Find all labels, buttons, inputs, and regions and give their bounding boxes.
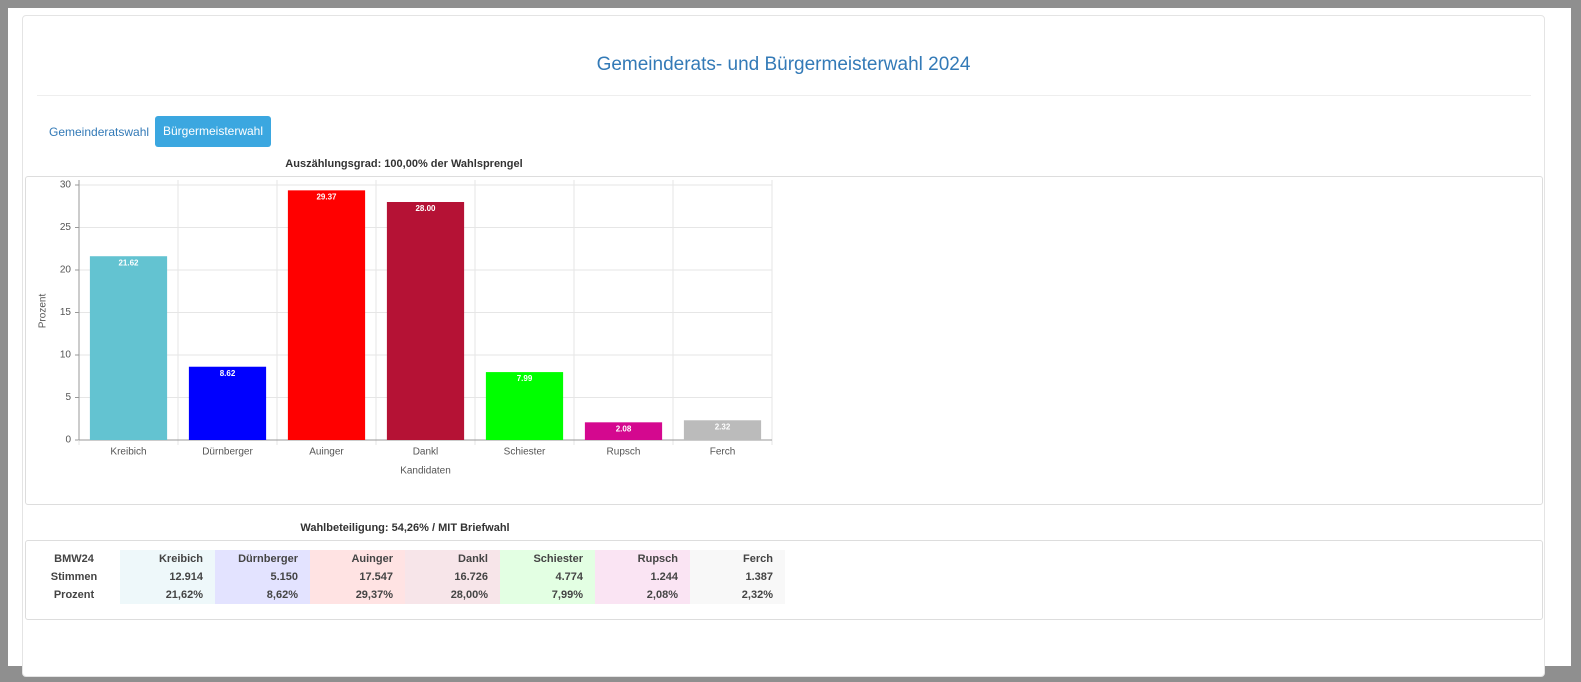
chart: 0 5 10 15 20 25 30 Prozent Kandidaten Kreibich 21.… <box>38 180 773 477</box>
x-tick-label: Dankl <box>413 447 439 458</box>
table-cell: 2,08% <box>595 586 690 604</box>
data-label: 2.32 <box>715 422 731 431</box>
bar <box>386 202 465 440</box>
chart-title: Auszählungsgrad: 100,00% der Wahlsprenge… <box>285 158 523 170</box>
table-row: Prozent 21,62% 8,62% 29,37% 28,00% 7,99% 2,08%… <box>28 586 785 604</box>
data-label: 8.62 <box>220 369 236 378</box>
y-tick-label: 15 <box>60 307 72 318</box>
table-cell: Rupsch <box>595 550 690 568</box>
x-tick-label: Auinger <box>309 447 344 458</box>
table-cell: Prozent <box>53 589 95 601</box>
page: Gemeinderats- und Bürgermeisterwahl 2024… <box>8 8 1571 677</box>
table-cell: Dürnberger <box>215 550 310 568</box>
table-row: BMW24 Kreibich Dürnberger Auinger Dankl Schie… <box>28 550 785 568</box>
table-cell: 5.150 <box>215 568 310 586</box>
table-cell: BMW24 <box>54 553 94 565</box>
results-table: BMW24 Kreibich Dürnberger Auinger Dankl Schie… <box>28 550 785 604</box>
table-box <box>25 540 1543 620</box>
x-tick-label: Rupsch <box>607 447 641 458</box>
data-label: 21.62 <box>118 258 139 267</box>
y-tick-label: 0 <box>65 435 71 446</box>
y-tick-label: 10 <box>60 350 72 361</box>
data-label: 2.08 <box>616 424 632 433</box>
x-axis-label: Kandidaten <box>400 466 451 477</box>
y-tick-label: 20 <box>60 265 72 276</box>
x-tick-label: Dürnberger <box>202 447 253 458</box>
table-cell: 12.914 <box>120 568 215 586</box>
bar <box>188 366 267 440</box>
table-cell: Auinger <box>310 550 405 568</box>
page-title: Gemeinderats- und Bürgermeisterwahl 2024 <box>596 54 971 75</box>
table-cell: Kreibich <box>120 550 215 568</box>
table-cell: Ferch <box>690 550 785 568</box>
table-cell: Dankl <box>405 550 500 568</box>
data-label: 28.00 <box>415 204 436 213</box>
table-title: Wahlbeteiligung: 54,26% / MIT Briefwahl <box>300 522 510 534</box>
table-cell: 17.547 <box>310 568 405 586</box>
data-label: 7.99 <box>517 374 533 383</box>
bar <box>584 422 663 440</box>
bar <box>485 372 564 440</box>
table-cell: 2,32% <box>690 586 785 604</box>
data-label: 29.37 <box>316 192 337 201</box>
table-cell: 7,99% <box>500 586 595 604</box>
x-tick-label: Ferch <box>710 447 736 458</box>
table-cell: 21,62% <box>120 586 215 604</box>
divider <box>37 95 1531 96</box>
y-tick-label: 5 <box>65 392 71 403</box>
bar <box>287 190 366 440</box>
tab[interactable]: Gemeinderatswahl <box>49 125 150 139</box>
bar <box>89 256 168 440</box>
table-row: Stimmen 12.914 5.150 17.547 16.726 4.774 1.244… <box>28 568 785 586</box>
table-cell: 28,00% <box>405 586 500 604</box>
y-axis-label: Prozent <box>38 294 49 329</box>
tab-active[interactable]: Bürgermeisterwahl <box>155 116 271 147</box>
x-tick-label: Schiester <box>504 447 546 458</box>
y-tick-label: 25 <box>60 222 72 233</box>
panel: Gemeinderats- und Bürgermeisterwahl 2024… <box>22 15 1545 677</box>
chart-box <box>25 176 1543 505</box>
table-cell: 4.774 <box>500 568 595 586</box>
y-tick-label: 30 <box>60 180 72 191</box>
table-cell: 8,62% <box>215 586 310 604</box>
table-cell: Schiester <box>500 550 595 568</box>
x-tick-label: Kreibich <box>110 447 146 458</box>
table-cell: 16.726 <box>405 568 500 586</box>
bar <box>683 420 762 440</box>
table-cell: 29,37% <box>310 586 405 604</box>
table-cell: 1.244 <box>595 568 690 586</box>
table-cell: 1.387 <box>690 568 785 586</box>
table-cell: Stimmen <box>50 571 98 583</box>
